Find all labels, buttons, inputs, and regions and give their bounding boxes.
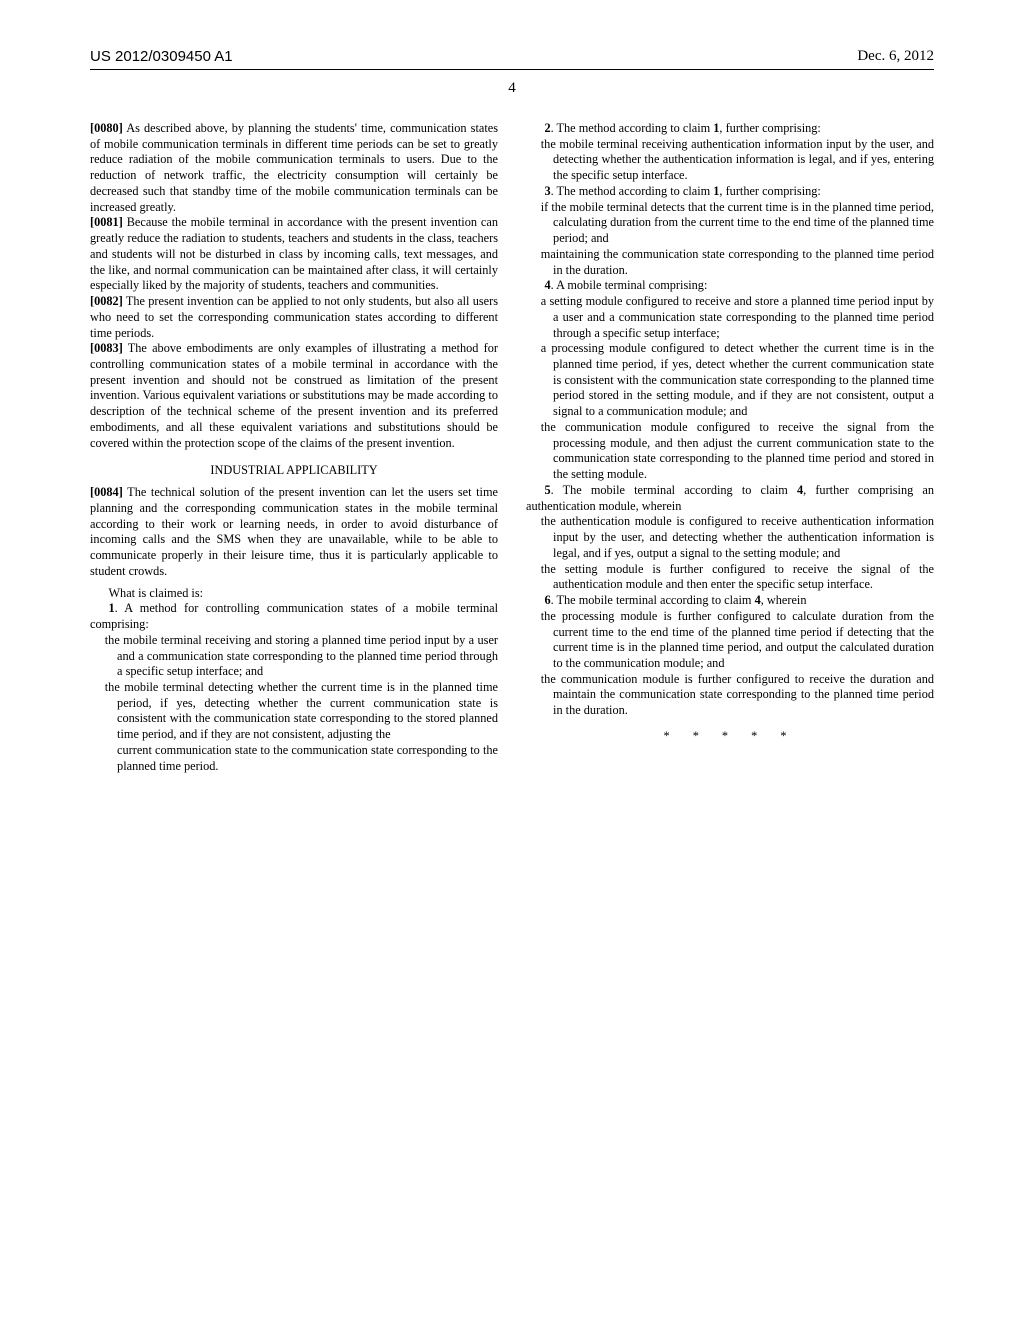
- para-text-0083: The above embodiments are only examples …: [90, 341, 498, 449]
- claim-1-text: . A method for controlling communication…: [90, 601, 498, 631]
- claim-5-sub-2: the setting module is further configured…: [526, 562, 934, 593]
- claim-6-tail: , wherein: [761, 593, 807, 607]
- para-text-0082: The present invention can be applied to …: [90, 294, 498, 339]
- claim-2-head: . The method according to claim: [551, 121, 714, 135]
- claim-6: 6. The mobile terminal according to clai…: [526, 593, 934, 609]
- claim-5-head: . The mobile terminal according to claim: [551, 483, 797, 497]
- claim-6-sub-1: the processing module is further configu…: [526, 609, 934, 672]
- claim-4-sub-1: a setting module configured to receive a…: [526, 294, 934, 341]
- para-text-0081: Because the mobile terminal in accordanc…: [90, 215, 498, 292]
- claim-5: 5. The mobile terminal according to clai…: [526, 483, 934, 514]
- page-header: US 2012/0309450 A1 Dec. 6, 2012: [90, 48, 934, 65]
- para-num-0082: [0082]: [90, 294, 123, 308]
- claim-2: 2. The method according to claim 1, furt…: [526, 121, 934, 137]
- claim-3-sub-1: if the mobile terminal detects that the …: [526, 200, 934, 247]
- claim-6-head: . The mobile terminal according to claim: [551, 593, 755, 607]
- header-rule: [90, 69, 934, 70]
- paragraph-0084: [0084] The technical solution of the pre…: [90, 485, 498, 579]
- paragraph-0081: [0081] Because the mobile terminal in ac…: [90, 215, 498, 294]
- para-text-0084: The technical solution of the present in…: [90, 485, 498, 578]
- claim-1-sub-2: the mobile terminal detecting whether th…: [90, 680, 498, 743]
- claim-4: 4. A mobile terminal comprising:: [526, 278, 934, 294]
- claim-3-head: . The method according to claim: [551, 184, 714, 198]
- para-num-0080: [0080]: [90, 121, 123, 135]
- publication-date: Dec. 6, 2012: [857, 48, 934, 65]
- claim-1-sub-1: the mobile terminal receiving and storin…: [90, 633, 498, 680]
- claim-4-text: . A mobile terminal comprising:: [551, 278, 708, 292]
- patent-page: US 2012/0309450 A1 Dec. 6, 2012 4 [0080]…: [0, 0, 1024, 1320]
- paragraph-0083: [0083] The above embodiments are only ex…: [90, 341, 498, 451]
- publication-number: US 2012/0309450 A1: [90, 48, 233, 65]
- end-mark: * * * * *: [526, 729, 934, 745]
- paragraph-0080: [0080] As described above, by planning t…: [90, 121, 498, 215]
- claims-intro: What is claimed is:: [90, 586, 498, 602]
- claim-3-tail: , further comprising:: [719, 184, 820, 198]
- para-num-0084: [0084]: [90, 485, 123, 499]
- claim-2-sub-1: the mobile terminal receiving authentica…: [526, 137, 934, 184]
- body-columns: [0080] As described above, by planning t…: [90, 121, 934, 774]
- claim-3: 3. The method according to claim 1, furt…: [526, 184, 934, 200]
- claim-6-sub-2: the communication module is further conf…: [526, 672, 934, 719]
- claim-1-continuation: current communication state to the commu…: [90, 743, 498, 774]
- paragraph-0082: [0082] The present invention can be appl…: [90, 294, 498, 341]
- para-num-0081: [0081]: [90, 215, 123, 229]
- claim-4-sub-2: a processing module configured to detect…: [526, 341, 934, 420]
- para-text-0080: As described above, by planning the stud…: [90, 121, 498, 214]
- section-title-industrial: INDUSTRIAL APPLICABILITY: [90, 463, 498, 479]
- claim-1: 1. A method for controlling communicatio…: [90, 601, 498, 632]
- para-num-0083: [0083]: [90, 341, 123, 355]
- claim-3-sub-2: maintaining the communication state corr…: [526, 247, 934, 278]
- claim-5-sub-1: the authentication module is configured …: [526, 514, 934, 561]
- claim-4-sub-3: the communication module configured to r…: [526, 420, 934, 483]
- claim-2-tail: , further comprising:: [719, 121, 820, 135]
- page-number: 4: [90, 80, 934, 97]
